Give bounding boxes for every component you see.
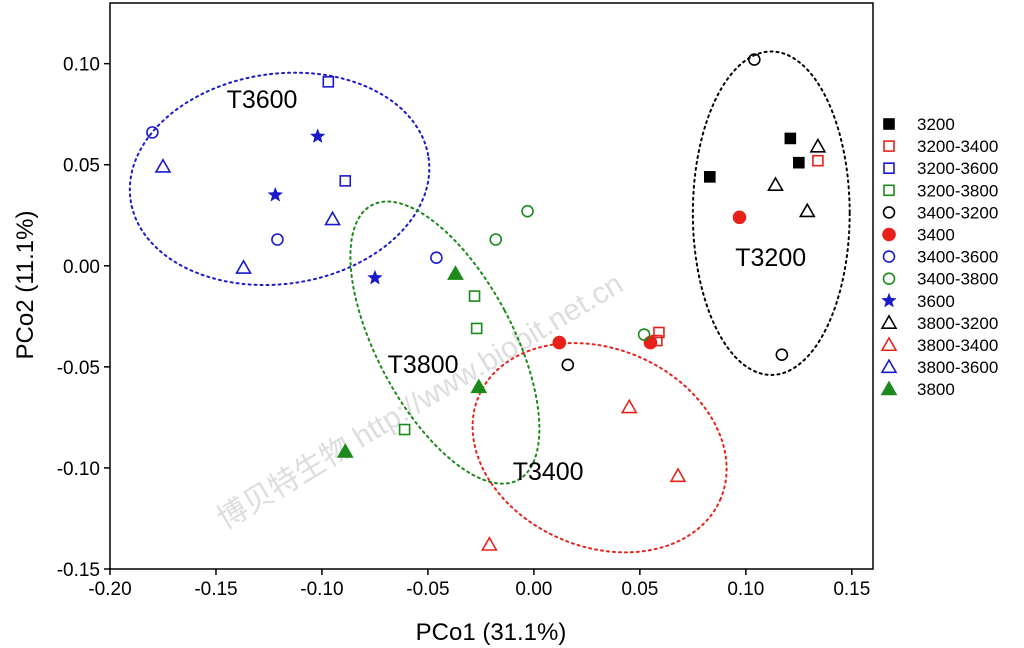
data-points [146, 53, 827, 551]
y-tick-label: 0.10 [63, 55, 100, 76]
cluster-label: T3800 [388, 351, 459, 379]
data-point-3800-3400 [669, 467, 687, 483]
data-point-3800 [447, 265, 464, 280]
data-point-3400-3200 [561, 358, 575, 372]
cluster-ellipse [128, 71, 431, 287]
data-point-3800-3600 [235, 259, 252, 274]
data-point-3400 [552, 335, 567, 350]
legend-label: 3200-3600 [917, 159, 998, 178]
data-point-3400-3800 [521, 204, 534, 218]
data-point-3800 [470, 378, 488, 394]
legend-marker-3600 [881, 292, 897, 308]
legend-label: 3800-3400 [917, 336, 998, 355]
data-point-3400-3200 [775, 348, 789, 362]
data-point-3600 [309, 128, 326, 144]
cluster-ellipse [471, 342, 728, 554]
x-axis: -0.20 -0.15 -0.10 -0.05 0.00 0.05 0.10 0.15 [88, 569, 870, 600]
legend-marker-3200-3800 [883, 184, 895, 197]
data-point-3800-3400 [481, 536, 498, 551]
y-tick-label: -0.10 [57, 459, 100, 480]
y-tick-label: 0.05 [63, 156, 100, 177]
data-point-3400-3600 [430, 251, 443, 265]
legend-marker-3800-3600 [880, 358, 898, 374]
data-point-3600 [367, 269, 383, 285]
data-point-3400-3200 [748, 53, 761, 66]
data-point-3400 [643, 335, 658, 350]
data-point-3400-3800 [637, 328, 651, 341]
x-axis-title: PCo1 (31.1%) [416, 619, 567, 646]
legend-label: 3200 [917, 115, 955, 134]
y-tick-label: -0.15 [57, 560, 100, 581]
legend-marker-3400 [882, 227, 896, 242]
cluster-label: T3200 [735, 244, 806, 272]
data-point-3400 [732, 210, 747, 225]
data-point-3200 [793, 156, 805, 169]
x-tick-label: -0.15 [194, 579, 237, 600]
x-tick-label: -0.10 [300, 579, 343, 600]
data-point-3200-3800 [468, 290, 481, 302]
data-point-3200-3600 [322, 76, 335, 88]
legend-marker-3200-3600 [883, 162, 895, 174]
data-point-3200 [704, 171, 716, 183]
data-point-3200-3600 [339, 175, 352, 187]
data-point-3200 [784, 132, 797, 145]
legend-label: 3800-3200 [917, 314, 998, 333]
plot-area-frame [109, 2, 874, 570]
x-tick-label: 0.15 [833, 579, 870, 600]
legend-marker-3400-3600 [882, 250, 896, 263]
legend-marker-3800 [880, 380, 898, 396]
x-tick-label: -0.20 [88, 579, 131, 600]
legend-marker-3400-3200 [882, 206, 896, 219]
x-tick-label: 0.10 [727, 579, 764, 600]
legend-marker-3200-3400 [883, 140, 895, 152]
x-tick-label: -0.05 [406, 579, 449, 600]
y-axis: -0.15 -0.10 -0.05 0.00 0.05 0.10 [57, 55, 110, 581]
legend-label: 3800 [917, 380, 955, 399]
data-point-3400-3600 [146, 126, 159, 139]
cluster-label: T3600 [227, 86, 298, 114]
legend-marker-3200 [883, 118, 895, 130]
data-point-3200-3400 [653, 326, 665, 339]
watermark-text: 博贝特生物 http://www.biobit.net.cn [212, 267, 629, 536]
legend-label: 3400 [917, 226, 955, 245]
cluster-ellipse [691, 50, 851, 376]
legend-label: 3200-3800 [917, 181, 998, 200]
data-point-3800-3400 [620, 398, 638, 414]
data-point-3800-3200 [809, 137, 827, 153]
data-point-3800-3200 [767, 176, 784, 191]
y-tick-label: -0.05 [57, 358, 100, 379]
data-point-3600 [267, 186, 284, 202]
legend-marker-3400-3800 [882, 272, 896, 286]
legend-marker-3800-3200 [880, 314, 898, 329]
legend-label: 3200-3400 [917, 137, 998, 156]
data-point-3200-3400 [812, 154, 824, 167]
legend-label: 3400-3200 [917, 203, 998, 222]
data-point-3400-3800 [489, 233, 503, 246]
x-tick-label: 0.05 [621, 579, 658, 600]
cluster-ellipses: T3600 T3200 T3800 T3400 [128, 50, 851, 554]
data-point-3400-3600 [271, 233, 284, 246]
y-tick-label: 0.00 [63, 257, 100, 278]
data-point-3800 [336, 443, 354, 458]
legend-label: 3400-3600 [917, 248, 998, 267]
cluster-ellipse [349, 200, 541, 485]
data-point-3800-3600 [154, 158, 172, 173]
cluster-label: T3400 [513, 458, 584, 486]
legend: 3200 3200-3400 3200-3600 3200-3800 3400-3200… [880, 115, 998, 399]
legend-marker-3800-3400 [880, 336, 898, 352]
data-point-3800-3200 [798, 202, 816, 218]
legend-label: 3600 [917, 292, 955, 311]
y-axis-title: PCo2 (11.1%) [12, 211, 39, 360]
legend-label: 3400-3800 [917, 270, 998, 289]
data-point-3800-3600 [324, 210, 341, 226]
data-point-3200-3800 [398, 423, 411, 436]
legend-label: 3800-3600 [917, 358, 998, 377]
x-tick-label: 0.00 [515, 579, 552, 600]
data-point-3200-3800 [470, 322, 483, 335]
